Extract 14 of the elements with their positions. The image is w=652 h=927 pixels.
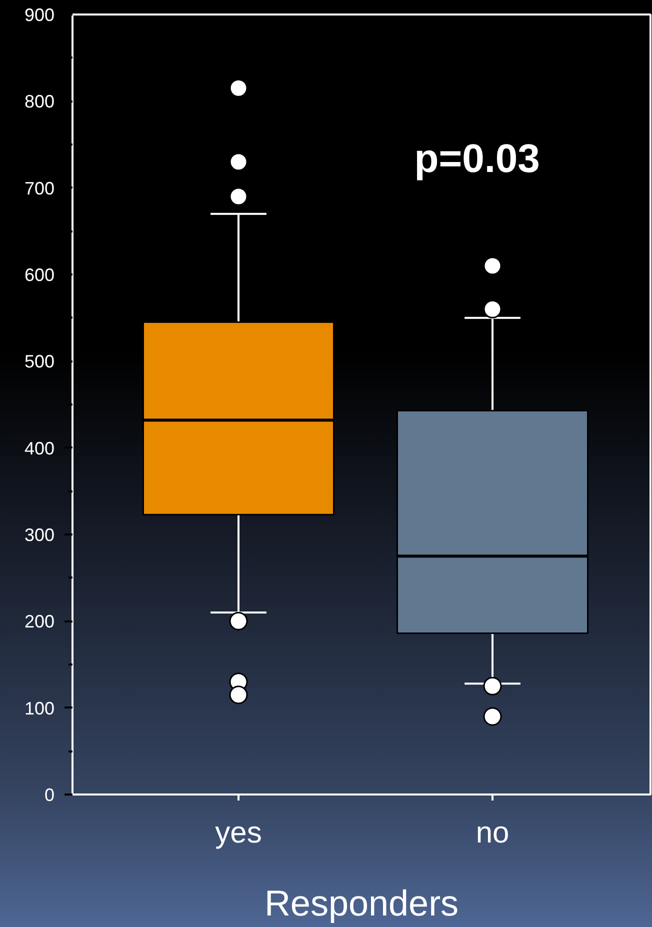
y-tick-label: 700	[24, 178, 55, 198]
y-tick-label: 200	[24, 612, 55, 632]
y-tick-label: 400	[24, 438, 55, 458]
y-tick-label: 600	[24, 265, 55, 285]
x-tick-label: yes	[215, 816, 262, 850]
y-tick-label: 500	[24, 352, 55, 372]
y-tick-label: 900	[24, 5, 55, 25]
y-tick-label: 100	[24, 698, 55, 718]
y-tick-label: 0	[44, 785, 55, 805]
annotation: p=0.03	[414, 136, 540, 181]
x-axis-title: Responders	[264, 882, 459, 924]
y-tick-label: 300	[24, 525, 55, 545]
x-tick-label: no	[476, 816, 510, 850]
y-tick-label: 800	[24, 92, 55, 112]
